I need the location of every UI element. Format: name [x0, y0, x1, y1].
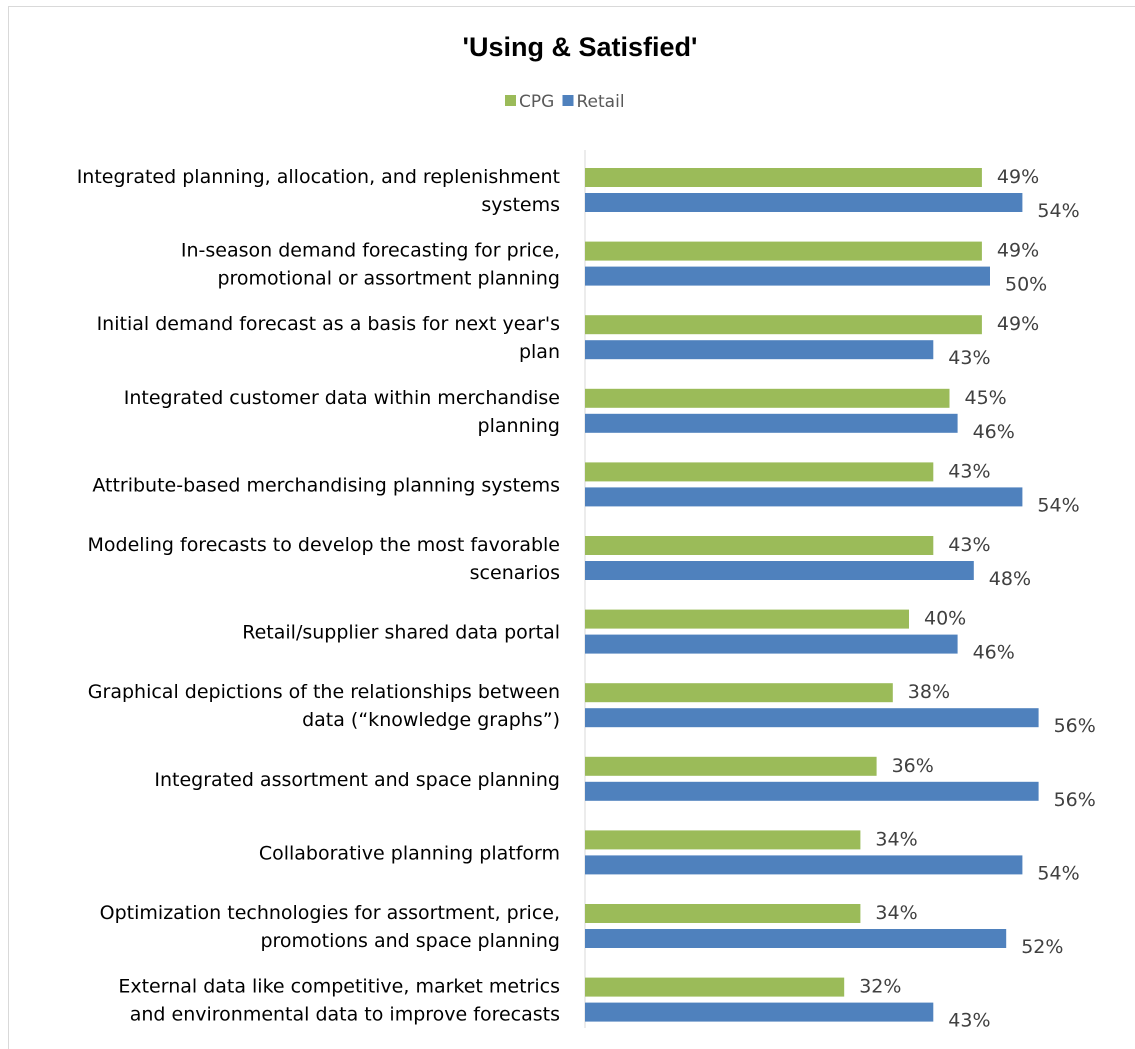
data-label-retail-3: 43%: [948, 347, 990, 369]
data-label-cpg-6: 43%: [948, 534, 990, 556]
data-label-retail-9: 56%: [1054, 789, 1096, 811]
data-label-retail-4: 46%: [973, 421, 1015, 443]
chart-frame: [8, 6, 1135, 1049]
data-label-cpg-11: 34%: [875, 902, 917, 924]
data-label-retail-11: 52%: [1021, 936, 1063, 958]
data-label-cpg-1: 49%: [997, 166, 1039, 188]
category-label-6-line-1: Modeling forecasts to develop the most f…: [88, 534, 560, 556]
category-label-2-line-2: promotional or assortment planning: [217, 268, 560, 290]
data-label-cpg-12: 32%: [859, 976, 901, 998]
data-label-retail-1: 54%: [1037, 200, 1079, 222]
bar-cpg-1: [585, 168, 982, 187]
data-label-cpg-8: 38%: [908, 681, 950, 703]
category-label-11-line-1: Optimization technologies for assortment…: [100, 902, 560, 924]
legend-swatch-2: [562, 95, 574, 106]
data-label-cpg-3: 49%: [997, 313, 1039, 335]
bar-cpg-2: [585, 241, 982, 261]
category-label-4-line-1: Integrated customer data within merchand…: [124, 387, 560, 409]
bar-retail-6: [585, 561, 974, 580]
category-labels-group: Integrated planning, allocation, and rep…: [77, 166, 560, 1026]
bar-cpg-9: [585, 756, 877, 776]
legend: CPG Retail: [505, 92, 625, 112]
data-label-retail-12: 43%: [948, 1010, 990, 1032]
legend-swatch-1: [505, 95, 516, 106]
legend-label-1: CPG: [519, 92, 554, 112]
bar-retail-10: [585, 855, 1023, 875]
bar-retail-5: [585, 487, 1023, 507]
bar-retail-2: [585, 266, 990, 286]
bar-retail-8: [585, 708, 1039, 728]
category-label-1-line-2: systems: [481, 194, 560, 216]
data-label-retail-8: 56%: [1054, 715, 1096, 737]
data-label-retail-6: 48%: [989, 568, 1031, 590]
bars-group: 49% 54% 49% 50% 49% 43% 45% 46% 43% 54% 43% 48% 40% 4…: [585, 166, 1096, 1032]
category-label-10-line-1: Collaborative planning platform: [259, 842, 560, 864]
bar-retail-3: [585, 340, 934, 360]
bar-cpg-12: [585, 977, 845, 997]
data-label-cpg-7: 40%: [924, 608, 966, 630]
data-label-retail-7: 46%: [973, 642, 1015, 664]
category-label-1-line-1: Integrated planning, allocation, and rep…: [77, 166, 560, 188]
bar-cpg-8: [585, 683, 893, 703]
category-label-2-line-1: In-season demand forecasting for price,: [181, 240, 560, 262]
bar-retail-1: [585, 193, 1023, 212]
data-label-cpg-2: 49%: [997, 240, 1039, 262]
bar-retail-11: [585, 929, 1007, 948]
category-label-8-line-2: data (“knowledge graphs”): [302, 709, 560, 731]
chart-title: 'Using & Satisfied': [463, 32, 698, 62]
data-label-cpg-10: 34%: [875, 828, 917, 850]
bar-cpg-4: [585, 388, 950, 408]
category-label-11-line-2: promotions and space planning: [260, 930, 560, 952]
data-label-retail-2: 50%: [1005, 274, 1047, 296]
category-label-3-line-2: plan: [519, 341, 560, 363]
bar-retail-12: [585, 1002, 934, 1022]
bar-cpg-5: [585, 462, 934, 482]
category-label-12-line-1: External data like competitive, market m…: [118, 976, 560, 998]
bar-cpg-11: [585, 904, 861, 923]
data-label-cpg-9: 36%: [892, 755, 934, 777]
category-label-4-line-2: planning: [478, 415, 560, 437]
bar-retail-9: [585, 781, 1039, 801]
bar-cpg-3: [585, 315, 982, 335]
category-label-12-line-2: and environmental data to improve foreca…: [130, 1004, 560, 1026]
bar-retail-4: [585, 413, 958, 433]
data-label-cpg-4: 45%: [965, 387, 1007, 409]
category-label-6-line-2: scenarios: [470, 562, 560, 584]
data-label-retail-5: 54%: [1037, 494, 1079, 516]
bar-cpg-6: [585, 536, 934, 555]
data-label-retail-10: 54%: [1037, 862, 1079, 884]
category-label-8-line-1: Graphical depictions of the relationship…: [88, 681, 560, 703]
category-label-3-line-1: Initial demand forecast as a basis for n…: [97, 313, 560, 335]
bar-retail-7: [585, 634, 958, 654]
category-label-5-line-1: Attribute-based merchandising planning s…: [92, 474, 560, 496]
data-label-cpg-5: 43%: [948, 460, 990, 482]
bar-cpg-10: [585, 830, 861, 850]
bar-cpg-7: [585, 609, 909, 629]
category-label-7-line-1: Retail/supplier shared data portal: [242, 622, 560, 644]
legend-label-2: Retail: [577, 92, 625, 112]
category-label-9-line-1: Integrated assortment and space planning: [154, 769, 560, 791]
